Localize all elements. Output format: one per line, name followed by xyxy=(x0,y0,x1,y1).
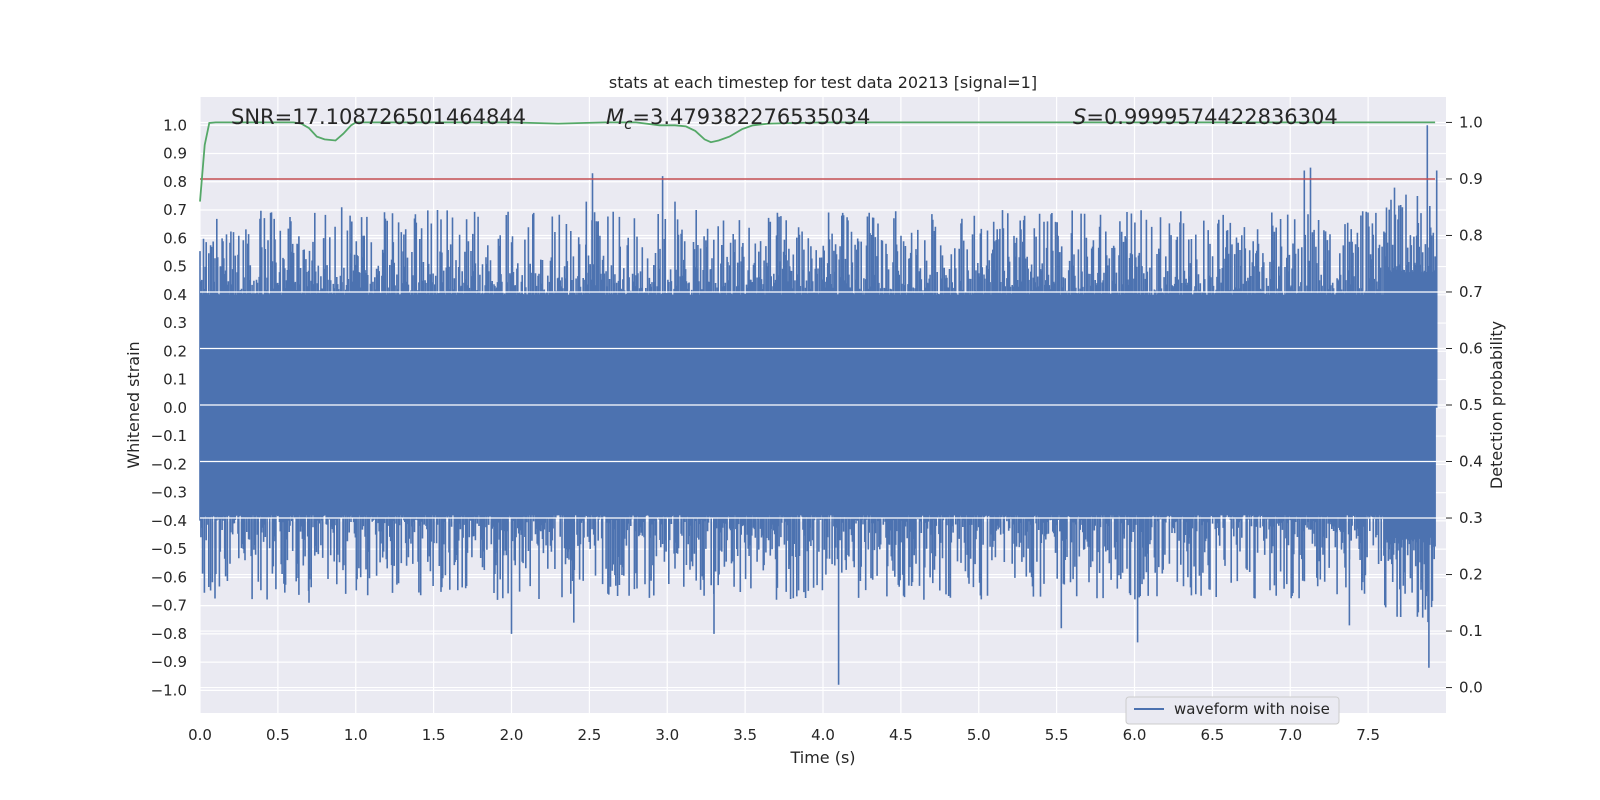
y-tick-label: −0.4 xyxy=(151,512,187,530)
probability-line xyxy=(199,121,1436,202)
y-tick-label: 0.7 xyxy=(163,201,187,219)
y2-tick-label: 0.5 xyxy=(1459,396,1483,414)
y-tick-label: −0.7 xyxy=(151,597,187,615)
legend-box xyxy=(1125,696,1340,725)
y-tick-label: 0.1 xyxy=(163,371,187,389)
y-tick-label: 0.9 xyxy=(163,145,187,163)
x-tick-label: 2.0 xyxy=(500,726,524,744)
x-tick-label: 2.5 xyxy=(577,726,601,744)
s-annotation: S=0.9999574422836304 xyxy=(1073,105,1338,129)
x-tick-label: 5.0 xyxy=(967,726,991,744)
y2-tick-label: 0.2 xyxy=(1459,566,1483,584)
tick-labels: 0.0 0.5 1.0 1.5 2.0 2.5 3.0 3.5 4.0 4.5 5.0 5.5 6.0 6… xyxy=(151,113,1483,744)
y-axis-label: Whitened strain xyxy=(124,341,143,468)
y2-tick-label: 1.0 xyxy=(1459,113,1483,131)
y2-axis-label: Detection probability xyxy=(1487,321,1506,489)
y-tick-label: 0.3 xyxy=(163,314,187,332)
y2-tick-label: 0.0 xyxy=(1459,679,1483,697)
y-tick-label: −1.0 xyxy=(151,681,187,699)
y2-tick-label: 0.8 xyxy=(1459,226,1483,244)
y-tick-label: 0.6 xyxy=(163,229,187,247)
x-tick-label: 4.5 xyxy=(889,726,913,744)
y-tick-label: −0.1 xyxy=(151,427,187,445)
legend: waveform with noise xyxy=(1125,696,1340,725)
s-value: =0.9999574422836304 xyxy=(1086,105,1337,129)
x-tick-label: 7.5 xyxy=(1356,726,1380,744)
legend-label: waveform with noise xyxy=(1174,700,1330,718)
chirp-mass-subscript: c xyxy=(624,115,633,133)
x-axis-label: Time (s) xyxy=(789,748,855,767)
snr-annotation: SNR=17.108726501464844 xyxy=(231,105,526,129)
s-symbol: S xyxy=(1073,105,1086,129)
y-tick-label: −0.9 xyxy=(151,653,187,671)
chirp-mass-symbol: M xyxy=(606,105,624,129)
y2-tick-label: 0.9 xyxy=(1459,170,1483,188)
x-tick-label: 6.0 xyxy=(1123,726,1147,744)
x-tick-label: 7.0 xyxy=(1278,726,1302,744)
x-tick-label: 4.0 xyxy=(811,726,835,744)
y2-tick-label: 0.7 xyxy=(1459,283,1483,301)
chirp-mass-value: =3.479382276535034 xyxy=(632,105,870,129)
y2-tick-label: 0.6 xyxy=(1459,339,1483,357)
chirp-mass-annotation: Mc=3.479382276535034 xyxy=(606,105,870,133)
probability-lines xyxy=(199,121,1436,202)
y-tick-label: −0.2 xyxy=(151,455,187,473)
x-tick-label: 0.0 xyxy=(188,726,212,744)
y-tick-label: 0.2 xyxy=(163,342,187,360)
waveform-series xyxy=(199,125,1446,685)
y-tick-label: 0.5 xyxy=(163,258,187,276)
y-tick-label: −0.3 xyxy=(151,484,187,502)
y-tick-label: 1.0 xyxy=(163,116,187,134)
y2-tick-label: 0.4 xyxy=(1459,453,1483,471)
y2-tick-label: 0.1 xyxy=(1459,622,1483,640)
y-tick-label: −0.6 xyxy=(151,568,187,586)
x-tick-label: 3.0 xyxy=(655,726,679,744)
x-tick-label: 6.5 xyxy=(1200,726,1224,744)
x-tick-label: 1.0 xyxy=(344,726,368,744)
x-tick-label: 0.5 xyxy=(266,726,290,744)
y-tick-label: 0.0 xyxy=(163,399,187,417)
y-tick-label: −0.8 xyxy=(151,625,187,643)
x-tick-label: 5.5 xyxy=(1045,726,1069,744)
x-tick-label: 3.5 xyxy=(733,726,757,744)
chart-title: stats at each timestep for test data 202… xyxy=(609,73,1037,92)
y-tick-label: −0.5 xyxy=(151,540,187,558)
y2-tick-label: 0.3 xyxy=(1459,509,1483,527)
y-tick-label: 0.4 xyxy=(163,286,187,304)
y-tick-label: 0.8 xyxy=(163,173,187,191)
x-tick-label: 1.5 xyxy=(422,726,446,744)
